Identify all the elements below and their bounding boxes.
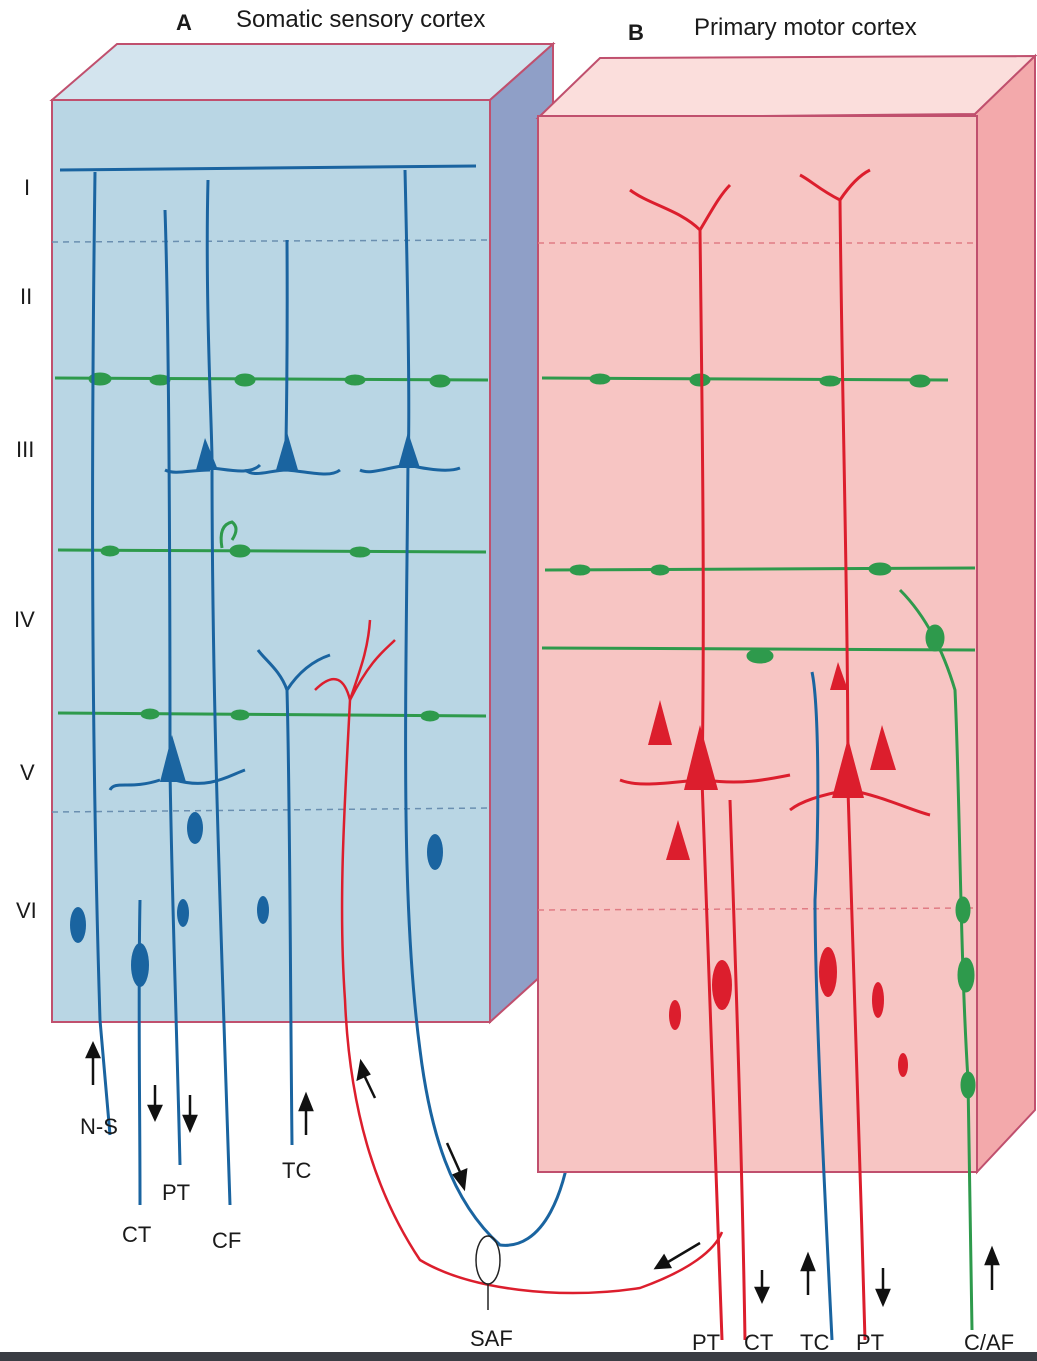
block-a-green-fibers xyxy=(54,372,489,722)
arrow-red-to-a xyxy=(653,1241,701,1270)
arrow-down-ct-a xyxy=(147,1085,163,1122)
direction-arrows xyxy=(85,1041,1000,1308)
layer-label-1: I xyxy=(24,175,31,200)
block-a-layer-boundaries xyxy=(51,239,491,813)
block-b-blue-fibers xyxy=(810,671,834,1341)
block-b-top-face xyxy=(535,54,1037,120)
block-a-front-face xyxy=(51,99,491,1023)
block-a-pyramidal-somata xyxy=(70,432,443,987)
block-a-somatic-sensory xyxy=(49,41,724,1295)
panel-a-letter: A xyxy=(176,10,192,35)
arrow-up-tc-a xyxy=(298,1091,314,1135)
block-b-green-fibers xyxy=(541,373,976,1331)
fiber-label-tc-a: TC xyxy=(282,1158,312,1183)
block-b-side-face xyxy=(973,53,1036,1175)
arrow-up-tc-b xyxy=(800,1251,816,1295)
block-a-top-face xyxy=(49,43,556,101)
fiber-label-ns: N-S xyxy=(80,1114,118,1139)
fiber-label-caf: C/AF xyxy=(964,1330,1015,1355)
arrow-up-caf xyxy=(984,1245,1000,1290)
block-b-pyramidal-somata xyxy=(648,662,908,1077)
saf-label: SAF xyxy=(470,1326,513,1351)
arrow-down-pt-b xyxy=(875,1268,891,1308)
arrow-up-ns xyxy=(85,1041,101,1085)
layer-label-5: V xyxy=(20,760,35,785)
arrow-up-red-return xyxy=(356,1058,377,1099)
arrow-down-ct-b xyxy=(754,1270,770,1304)
layer-label-6: VI xyxy=(16,898,37,923)
layer-label-2: II xyxy=(20,284,33,309)
panel-a-title: Somatic sensory cortex xyxy=(236,6,486,33)
fiber-label-ct-b: CT xyxy=(744,1330,774,1355)
panel-b-letter: B xyxy=(628,20,644,45)
arrow-down-blue-to-b xyxy=(445,1142,468,1192)
block-b-front-face xyxy=(537,115,978,1173)
fiber-label-ct-a: CT xyxy=(122,1222,152,1247)
fiber-label-pt-a: PT xyxy=(162,1180,191,1205)
fiber-label-tc-b: TC xyxy=(800,1330,830,1355)
block-a-red-afferent xyxy=(314,619,724,1295)
saf-bundle-marker xyxy=(475,1235,501,1310)
fiber-label-pt-b1: PT xyxy=(692,1330,721,1355)
panel-b-title: Primary motor cortex xyxy=(694,14,917,41)
fiber-label-pt-b2: PT xyxy=(856,1330,885,1355)
layer-label-4: IV xyxy=(14,607,35,632)
block-b-primary-motor xyxy=(535,53,1037,1341)
window-bottom-bar xyxy=(0,1352,1037,1361)
block-b-layer-boundaries xyxy=(537,242,976,911)
fiber-label-cf: CF xyxy=(212,1228,242,1253)
layer-label-3: III xyxy=(16,437,35,462)
arrow-down-pt-a xyxy=(182,1095,198,1134)
